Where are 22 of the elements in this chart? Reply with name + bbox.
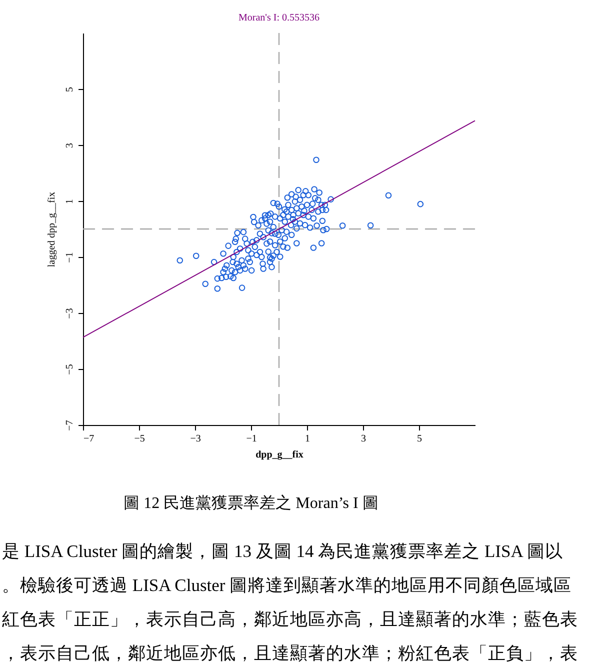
x-tick-label: −1 bbox=[246, 434, 257, 444]
caption: 圖 12 民進黨獲票率差之 Moran’s I 圖 bbox=[124, 494, 378, 512]
text: 。檢驗後可透過 LISA Cluster 圖將達到顯著水準的地區用不同顏色區域區 bbox=[2, 575, 572, 595]
y-tick-label: 1 bbox=[64, 199, 76, 204]
x-tick-label: 3 bbox=[361, 434, 366, 444]
chart-title: Moran's I: 0.553536 bbox=[238, 12, 320, 24]
x-tick-label: 1 bbox=[305, 434, 310, 444]
y-tick-label: 5 bbox=[64, 87, 76, 92]
text: 是 LISA Cluster 圖的繪製，圖 13 及圖 14 為民進黨獲票率差之 LISA 圖以 bbox=[2, 541, 563, 561]
y-tick-label: −3 bbox=[64, 308, 76, 319]
x-tick-label: −5 bbox=[134, 434, 145, 444]
x-tick-label: 5 bbox=[417, 434, 422, 444]
y-axis-title: lagged dpp_g__fix bbox=[46, 192, 58, 268]
x-tick-label: −7 bbox=[84, 434, 94, 444]
y-tick-label: 3 bbox=[64, 143, 76, 148]
y-tick-label: −7 bbox=[64, 420, 76, 431]
y-tick-label: −1 bbox=[64, 252, 76, 263]
text: ，表示自己低，鄰近地區亦低，且達顯著的水準；粉紅色表「正負」，表 bbox=[2, 643, 578, 663]
y-tick-label: −5 bbox=[64, 364, 76, 375]
x-tick-label: −3 bbox=[190, 434, 201, 444]
text: 紅色表「正正」，表示自己高，鄰近地區亦高，且達顯著的水準；藍色表 bbox=[2, 609, 578, 629]
x-axis-title: dpp_g__fix bbox=[256, 450, 304, 460]
